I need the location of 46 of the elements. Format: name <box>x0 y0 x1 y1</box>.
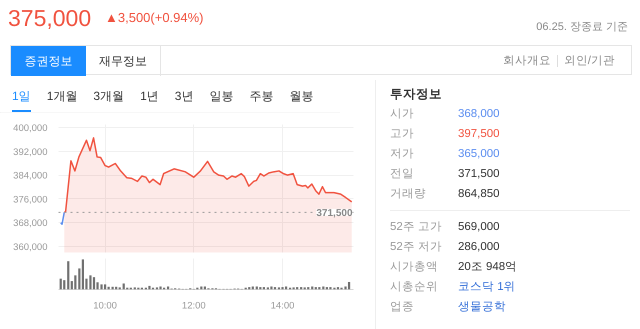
text: 365,000 <box>458 148 500 160</box>
text: 368,000 <box>458 108 500 120</box>
category-label: 업종 <box>390 300 415 315</box>
y-tick-label: 368,000 <box>13 218 48 230</box>
text: 증권정보 <box>11 46 86 76</box>
chart-subtitle: ▲3,500(+0.94%) <box>105 9 204 27</box>
y-tick-label: 392,000 <box>13 146 48 158</box>
text: 286,000 <box>458 241 500 253</box>
text: 1일 <box>12 88 31 112</box>
y-tick-label: 384,000 <box>13 170 48 182</box>
text: 1년 <box>140 88 159 105</box>
text: 397,500 <box>458 128 500 140</box>
text: 569,000 <box>458 221 500 233</box>
text: 371,500 <box>458 168 500 180</box>
y-tick-label: 376,000 <box>13 194 48 206</box>
ref-line-label: 371,500 <box>316 208 353 219</box>
text: 외인/기관 <box>556 55 621 67</box>
category-label: 저가 <box>390 147 415 162</box>
text: 월봉 <box>289 88 314 105</box>
y-tick-label: 400,000 <box>13 122 48 134</box>
text: 코스닥 1위 <box>458 281 516 293</box>
text: 일봉 <box>209 88 234 105</box>
text: 생물공학 <box>458 301 506 313</box>
text: 투자정보 <box>390 86 443 103</box>
text: 3년 <box>174 88 194 105</box>
text: 회사개요 <box>502 55 552 67</box>
text: 06.25. 장종료 기준 <box>536 20 628 35</box>
text: 864,850 <box>458 188 500 200</box>
category-label: 시가 <box>390 107 415 122</box>
category-label: 고가 <box>390 127 415 142</box>
y-tick-label: 360,000 <box>13 242 48 254</box>
category-label: 시총순위 <box>390 280 439 295</box>
text: 3개월 <box>93 88 124 105</box>
x-tick-label: 12:00 <box>182 300 206 312</box>
category-label: 전일 <box>390 167 415 182</box>
text: 1개월 <box>46 88 78 105</box>
category-label: 시가총액 <box>390 260 439 275</box>
category-label: 52주 고가 <box>390 220 443 235</box>
x-tick-label: 14:00 <box>270 300 294 312</box>
text: 재무정보 <box>86 46 161 76</box>
text: 주봉 <box>249 88 274 105</box>
x-tick-label: 10:00 <box>93 300 117 312</box>
chart-title: 375,000 <box>8 4 92 33</box>
category-label: 52주 저가 <box>390 240 443 255</box>
text: 20조 948억 <box>458 261 518 273</box>
category-label: 거래량 <box>390 187 427 202</box>
